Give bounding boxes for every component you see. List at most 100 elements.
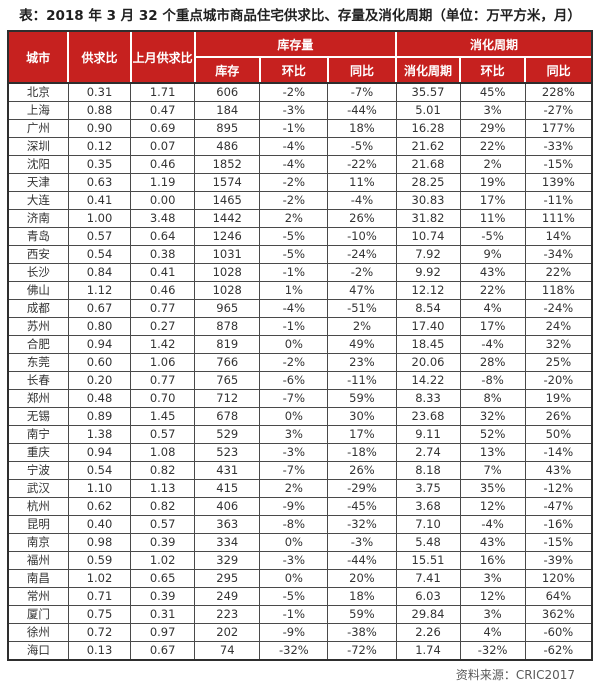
cell-supply-demand-ratio: 0.20 xyxy=(67,371,132,391)
table-row: 南宁 1.38 0.57 529 3% 17% 9.11 52% 50% xyxy=(9,425,591,445)
table-row: 成都 0.67 0.77 965 -4% -51% 8.54 4% -24% xyxy=(9,299,591,319)
cell-inventory: 678 xyxy=(194,407,261,427)
table-border: 城市 供求比 上月供求比 库存量 消化周期 库存 环比 同比 消化周期 环比 同… xyxy=(7,30,593,662)
table-row: 济南 1.00 3.48 1442 2% 26% 31.82 11% 111% xyxy=(9,209,591,229)
table-row: 北京 0.31 1.71 606 -2% -7% 35.57 45% 228% xyxy=(9,82,591,103)
cell-supply-demand-ratio: 0.89 xyxy=(67,407,132,427)
cell-digestion-mom: 3% xyxy=(459,569,526,589)
cell-supply-demand-ratio: 0.60 xyxy=(67,353,132,373)
table-row: 郑州 0.48 0.70 712 -7% 59% 8.33 8% 19% xyxy=(9,389,591,409)
cell-digestion-mom: 8% xyxy=(459,389,526,409)
cell-supply-demand-ratio: 0.31 xyxy=(67,82,132,103)
cell-inventory-mom: -4% xyxy=(259,155,329,175)
cell-digestion-period: 15.51 xyxy=(395,551,461,571)
cell-city: 杭州 xyxy=(9,497,69,517)
col-header-inventory-mom: 环比 xyxy=(258,56,329,85)
cell-inventory: 74 xyxy=(194,641,261,660)
col-header-inventory: 库存 xyxy=(194,56,261,85)
cell-city: 济南 xyxy=(9,209,69,229)
cell-digestion-period: 2.74 xyxy=(395,443,461,463)
cell-supply-demand-ratio: 0.54 xyxy=(67,245,132,265)
cell-last-month-ratio: 0.64 xyxy=(130,227,196,247)
cell-digestion-yoy: 228% xyxy=(524,82,591,103)
table-row: 佛山 1.12 0.46 1028 1% 47% 12.12 22% 118% xyxy=(9,281,591,301)
cell-supply-demand-ratio: 0.75 xyxy=(67,605,132,625)
cell-digestion-mom: 7% xyxy=(459,461,526,481)
cell-digestion-mom: 4% xyxy=(459,299,526,319)
cell-supply-demand-ratio: 0.48 xyxy=(67,389,132,409)
cell-digestion-period: 29.84 xyxy=(395,605,461,625)
cell-supply-demand-ratio: 0.84 xyxy=(67,263,132,283)
cell-inventory-mom: -9% xyxy=(259,623,329,643)
cell-digestion-mom: 16% xyxy=(459,551,526,571)
cell-supply-demand-ratio: 0.88 xyxy=(67,101,132,121)
cell-digestion-mom: 52% xyxy=(459,425,526,445)
cell-digestion-period: 10.74 xyxy=(395,227,461,247)
cell-inventory-yoy: 11% xyxy=(327,173,397,193)
cell-last-month-ratio: 0.39 xyxy=(130,533,196,553)
cell-inventory-yoy: -5% xyxy=(327,137,397,157)
cell-city: 佛山 xyxy=(9,281,69,301)
cell-last-month-ratio: 3.48 xyxy=(130,209,196,229)
cell-digestion-yoy: -12% xyxy=(524,479,591,499)
cell-inventory: 965 xyxy=(194,299,261,319)
cell-digestion-period: 3.68 xyxy=(395,497,461,517)
cell-digestion-yoy: -47% xyxy=(524,497,591,517)
cell-inventory: 819 xyxy=(194,335,261,355)
cell-inventory: 523 xyxy=(194,443,261,463)
cell-inventory-yoy: 26% xyxy=(327,461,397,481)
table-row: 长沙 0.84 0.41 1028 -1% -2% 9.92 43% 22% xyxy=(9,263,591,283)
cell-supply-demand-ratio: 1.38 xyxy=(67,425,132,445)
cell-digestion-mom: 28% xyxy=(459,353,526,373)
cell-inventory: 329 xyxy=(194,551,261,571)
table-row: 深圳 0.12 0.07 486 -4% -5% 21.62 22% -33% xyxy=(9,137,591,157)
cell-inventory: 202 xyxy=(194,623,261,643)
cell-inventory: 249 xyxy=(194,587,261,607)
col-header-digestion-yoy: 同比 xyxy=(524,56,591,85)
cell-inventory-yoy: -32% xyxy=(327,515,397,535)
cell-digestion-yoy: 111% xyxy=(524,209,591,229)
col-header-inventory-yoy: 同比 xyxy=(326,56,398,85)
cell-digestion-yoy: 120% xyxy=(524,569,591,589)
cell-inventory-mom: -2% xyxy=(259,82,329,103)
table-row: 重庆 0.94 1.08 523 -3% -18% 2.74 13% -14% xyxy=(9,443,591,463)
cell-digestion-mom: 22% xyxy=(459,281,526,301)
cell-inventory-yoy: -51% xyxy=(327,299,397,319)
cell-inventory-mom: 2% xyxy=(259,209,329,229)
cell-last-month-ratio: 1.06 xyxy=(130,353,196,373)
cell-digestion-mom: 11% xyxy=(459,209,526,229)
cell-digestion-yoy: -34% xyxy=(524,245,591,265)
cell-inventory-yoy: -44% xyxy=(327,101,397,121)
cell-inventory: 486 xyxy=(194,137,261,157)
cell-digestion-mom: 13% xyxy=(459,443,526,463)
cell-inventory-mom: -7% xyxy=(259,389,329,409)
cell-digestion-period: 5.48 xyxy=(395,533,461,553)
cell-inventory: 766 xyxy=(194,353,261,373)
table-row: 广州 0.90 0.69 895 -1% 18% 16.28 29% 177% xyxy=(9,119,591,139)
cell-inventory-yoy: -2% xyxy=(327,263,397,283)
cell-supply-demand-ratio: 0.13 xyxy=(67,641,132,660)
cell-digestion-yoy: 24% xyxy=(524,317,591,337)
cell-city: 西安 xyxy=(9,245,69,265)
cell-digestion-yoy: -16% xyxy=(524,515,591,535)
cell-last-month-ratio: 0.41 xyxy=(130,263,196,283)
cell-digestion-yoy: 64% xyxy=(524,587,591,607)
cell-digestion-yoy: 22% xyxy=(524,263,591,283)
cell-digestion-mom: -5% xyxy=(459,227,526,247)
cell-inventory: 406 xyxy=(194,497,261,517)
cell-inventory-yoy: 30% xyxy=(327,407,397,427)
cell-inventory: 1028 xyxy=(194,281,261,301)
cell-last-month-ratio: 1.42 xyxy=(130,335,196,355)
cell-digestion-yoy: 19% xyxy=(524,389,591,409)
cell-digestion-yoy: 14% xyxy=(524,227,591,247)
cell-supply-demand-ratio: 1.10 xyxy=(67,479,132,499)
col-header-last-month-ratio: 上月供求比 xyxy=(129,32,196,85)
cell-last-month-ratio: 0.39 xyxy=(130,587,196,607)
cell-inventory-yoy: -22% xyxy=(327,155,397,175)
cell-supply-demand-ratio: 0.94 xyxy=(67,335,132,355)
cell-inventory-mom: 2% xyxy=(259,479,329,499)
cell-inventory-mom: -8% xyxy=(259,515,329,535)
cell-inventory-mom: -2% xyxy=(259,173,329,193)
table-row: 南昌 1.02 0.65 295 0% 20% 7.41 3% 120% xyxy=(9,569,591,589)
